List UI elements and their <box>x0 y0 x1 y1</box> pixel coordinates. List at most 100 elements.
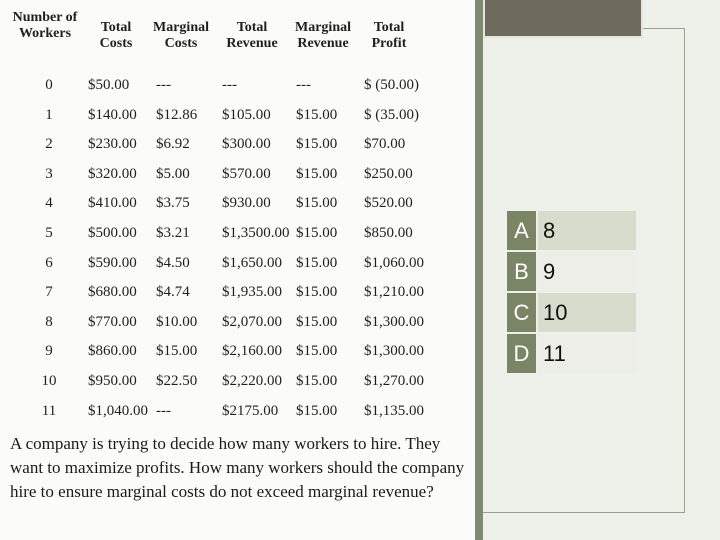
table-row: 11 $1,040.00 --- $2175.00 $15.00 $1,135.00 <box>0 403 475 429</box>
table-cell: $230.00 <box>88 136 137 153</box>
table-cell: --- <box>156 402 171 419</box>
table-cell: --- <box>296 77 311 93</box>
question-text: A company is trying to decide how many w… <box>10 434 465 501</box>
table-cell: 6 <box>45 254 53 271</box>
table-cell: $930.00 <box>222 195 271 212</box>
table-cell: $5.00 <box>156 165 190 182</box>
table-cell: $320.00 <box>88 165 137 182</box>
frame-line <box>643 28 685 29</box>
table-cell: $6.92 <box>156 136 190 153</box>
table-cell: $950.00 <box>88 373 137 389</box>
slide-accent-bar <box>475 0 483 540</box>
table-row: 3 $320.00 $5.00 $570.00 $15.00 $250.00 <box>0 166 475 192</box>
answer-value: 8 <box>538 211 636 250</box>
table-row: 8 $770.00 $10.00 $2,070.00 $15.00 $1,300.00 <box>0 314 475 340</box>
table-cell: $1,650.00 <box>222 254 282 271</box>
table-cell: $2,160.00 <box>222 343 282 360</box>
table-cell: --- <box>156 77 171 93</box>
header-total-revenue: Total Revenue <box>226 20 278 51</box>
table-row: 1 $140.00 $12.86 $105.00 $15.00 $ (35.00) <box>0 107 475 133</box>
table-cell: 3 <box>45 165 53 182</box>
header-workers: Number of Workers <box>12 10 78 41</box>
table-row: 9 $860.00 $15.00 $2,160.00 $15.00 $1,300.00 <box>0 343 475 369</box>
table-cell: $105.00 <box>222 106 271 123</box>
table-cell: 4 <box>45 195 53 212</box>
table-cell: $50.00 <box>88 77 130 93</box>
data-table-image: Number of Workers Total Costs Marginal C… <box>0 10 475 501</box>
frame-line <box>483 512 685 513</box>
table-cell: $15.00 <box>296 373 338 389</box>
table-cell: --- <box>222 77 237 93</box>
table-cell: $3.75 <box>156 195 190 212</box>
table-cell: $2175.00 <box>222 402 279 419</box>
answer-choice-d[interactable]: D 11 <box>507 334 636 373</box>
table-cell: $15.00 <box>296 136 338 153</box>
table-cell: $1,935.00 <box>222 284 282 301</box>
table-cell: $140.00 <box>88 106 137 123</box>
table-cell: $3.21 <box>156 225 190 241</box>
table-cell: $ (50.00) <box>364 77 419 93</box>
table-cell: $1,3500.00 <box>222 225 290 241</box>
table-cell: $2,070.00 <box>222 313 282 330</box>
table-row: 10 $950.00 $22.50 $2,220.00 $15.00 $1,270.00 <box>0 373 475 399</box>
table-cell: 8 <box>45 313 53 330</box>
table-cell: $1,270.00 <box>364 373 424 389</box>
table-cell: $570.00 <box>222 165 271 182</box>
table-row: 6 $590.00 $4.50 $1,650.00 $15.00 $1,060.00 <box>0 255 475 281</box>
table-cell: $770.00 <box>88 313 137 330</box>
table-cell: $1,300.00 <box>364 313 424 330</box>
answer-letter: C <box>507 293 536 332</box>
table-row: 7 $680.00 $4.74 $1,935.00 $15.00 $1,210.00 <box>0 284 475 310</box>
table-cell: $4.50 <box>156 254 190 271</box>
header-total-costs: Total Costs <box>99 20 133 51</box>
table-cell: $15.00 <box>296 402 338 419</box>
answer-value: 10 <box>538 293 636 332</box>
table-cell: 1 <box>45 106 53 123</box>
table-cell: $15.00 <box>296 284 338 301</box>
table-cell: $15.00 <box>296 106 338 123</box>
table-cell: $1,060.00 <box>364 254 424 271</box>
table-row: 5 $500.00 $3.21 $1,3500.00 $15.00 $850.00 <box>0 225 475 251</box>
answer-value: 9 <box>538 252 636 291</box>
table-cell: $15.00 <box>296 225 338 241</box>
answer-value: 11 <box>538 334 636 373</box>
table-cell: $ (35.00) <box>364 106 419 123</box>
table-cell: $2,220.00 <box>222 373 282 389</box>
answer-letter: A <box>507 211 536 250</box>
answer-letter: D <box>507 334 536 373</box>
table-cell: $22.50 <box>156 373 198 389</box>
table-cell: $15.00 <box>296 165 338 182</box>
table-cell: $70.00 <box>364 136 406 153</box>
table-cell: $520.00 <box>364 195 413 212</box>
table-cell: $590.00 <box>88 254 137 271</box>
table-cell: 7 <box>45 284 53 301</box>
table-cell: $15.00 <box>296 195 338 212</box>
table-cell: $1,040.00 <box>88 402 148 419</box>
table-cell: 11 <box>41 402 57 419</box>
table-cell: $12.86 <box>156 106 198 123</box>
table-row: 2 $230.00 $6.92 $300.00 $15.00 $70.00 <box>0 136 475 162</box>
table-cell: $250.00 <box>364 165 413 182</box>
table-cell: $300.00 <box>222 136 271 153</box>
table-cell: $860.00 <box>88 343 137 360</box>
header-total-profit: Total Profit <box>371 20 407 51</box>
header-marginal-revenue: Marginal Revenue <box>295 20 351 51</box>
table-cell: 0 <box>45 77 53 93</box>
table-cell: 9 <box>45 343 53 360</box>
frame-line <box>684 28 685 513</box>
table-cell: $680.00 <box>88 284 137 301</box>
table-row: 4 $410.00 $3.75 $930.00 $15.00 $520.00 <box>0 195 475 221</box>
header-marginal-costs: Marginal Costs <box>153 20 209 51</box>
table-cell: $500.00 <box>88 225 137 241</box>
table-cell: 5 <box>45 225 53 241</box>
answer-choice-c[interactable]: C 10 <box>507 293 636 332</box>
table-cell: $1,135.00 <box>364 402 424 419</box>
table-cell: $410.00 <box>88 195 137 212</box>
answer-letter: B <box>507 252 536 291</box>
table-cell: $15.00 <box>296 254 338 271</box>
table-cell: $1,210.00 <box>364 284 424 301</box>
table-cell: 10 <box>41 373 57 389</box>
table-cell: $15.00 <box>296 343 338 360</box>
